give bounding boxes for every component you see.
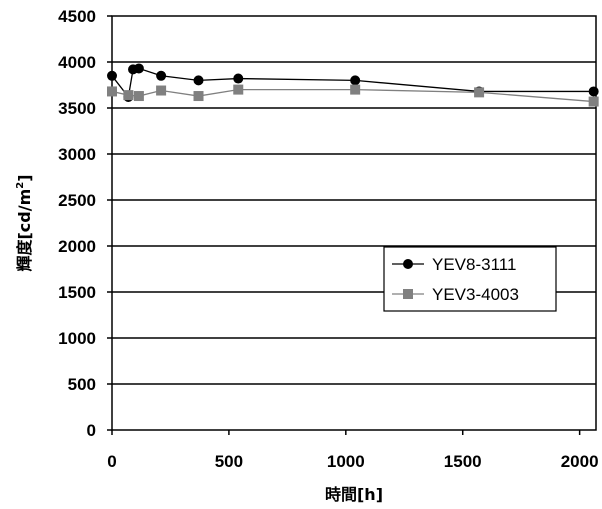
legend-marker (403, 259, 413, 269)
y-tick-label: 2500 (58, 191, 96, 210)
x-axis-ticks: 0 500 1000 1500 2000 (107, 430, 599, 471)
legend-item-YEV8-3111: YEV8-3111 (392, 255, 516, 274)
x-tick-label: 2000 (561, 452, 599, 471)
y-tick-label: 4000 (58, 53, 96, 72)
data-point (107, 86, 117, 97)
y-axis-title-end: ] (15, 174, 34, 181)
x-tick-label: 0 (107, 452, 116, 471)
data-point (474, 87, 485, 98)
data-point (350, 84, 361, 95)
x-tick-label: 1500 (444, 452, 482, 471)
data-point (588, 86, 599, 97)
data-point (350, 75, 361, 86)
data-point (193, 91, 204, 102)
legend-marker (403, 289, 413, 299)
grid-lines (112, 61, 596, 385)
x-tick-label: 500 (215, 452, 243, 471)
y-tick-label: 3000 (58, 145, 96, 164)
y-axis-title-main: 輝度[cd/m (15, 189, 34, 272)
series-line (111, 67, 594, 99)
y-tick-label: 2000 (58, 237, 96, 256)
y-tick-label: 0 (87, 421, 96, 440)
legend-label: YEV3-4003 (432, 285, 519, 304)
x-tick-label: 1000 (327, 452, 365, 471)
y-tick-label: 1500 (58, 283, 96, 302)
legend-box (383, 246, 557, 312)
data-point (193, 75, 204, 86)
y-axis-ticks: 0 500 1000 1500 2000 2500 3000 3500 4000 4500 (58, 7, 112, 440)
y-axis-title: 輝度[cd/m2] (15, 174, 34, 271)
x-axis-title: 時間[h] (325, 485, 383, 504)
legend-item-YEV3-4003: YEV3-4003 (392, 285, 519, 304)
y-tick-label: 500 (68, 375, 96, 394)
data-point (588, 96, 599, 107)
data-point (156, 70, 167, 81)
legend: YEV8-3111 YEV3-4003 (383, 246, 557, 312)
data-point (233, 84, 244, 95)
data-point (133, 63, 144, 74)
y-tick-label: 3500 (58, 99, 96, 118)
data-point (133, 91, 144, 102)
legend-items: YEV8-3111 YEV3-4003 (392, 255, 519, 304)
legend-label: YEV8-3111 (432, 255, 516, 274)
data-point (233, 73, 244, 84)
series-layer (107, 63, 599, 107)
data-point (107, 70, 117, 81)
y-tick-label: 4500 (58, 7, 96, 26)
y-tick-label: 1000 (58, 329, 96, 348)
data-point (156, 85, 167, 96)
y-axis-title-superscript: 2 (15, 182, 26, 189)
data-point (123, 90, 134, 101)
plot-area (111, 15, 597, 431)
series-YEV3-4003 (107, 84, 599, 107)
